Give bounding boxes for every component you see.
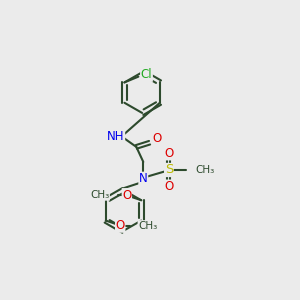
Text: N: N	[139, 172, 148, 185]
Text: CH₃: CH₃	[90, 190, 110, 200]
Text: O: O	[116, 219, 125, 232]
Text: Cl: Cl	[141, 68, 152, 81]
Text: S: S	[165, 164, 173, 176]
Text: CH₃: CH₃	[138, 221, 158, 231]
Text: O: O	[122, 189, 131, 202]
Text: NH: NH	[107, 130, 124, 142]
Text: O: O	[153, 132, 162, 145]
Text: O: O	[164, 180, 173, 193]
Text: CH₃: CH₃	[196, 165, 215, 175]
Text: O: O	[164, 147, 173, 160]
